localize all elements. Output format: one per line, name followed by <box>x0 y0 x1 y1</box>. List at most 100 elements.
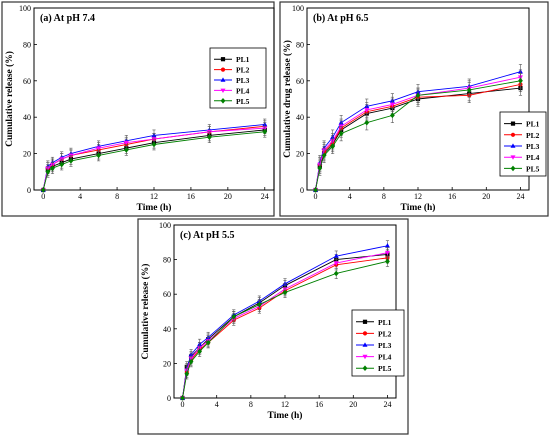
legend-label: PL4 <box>236 86 250 95</box>
y-tick-label: 80 <box>296 40 304 49</box>
x-tick-label: 20 <box>349 400 357 409</box>
x-tick-label: 24 <box>383 400 391 409</box>
data-point <box>317 165 323 171</box>
x-tick-label: 24 <box>516 192 524 201</box>
legend: PL1 PL2 PL3 PL4 PL5 <box>351 309 405 377</box>
legend-label: PL3 <box>236 76 250 85</box>
legend-label: PL2 <box>526 131 540 140</box>
x-axis-title: Time (h) <box>401 202 436 213</box>
data-point <box>333 253 339 258</box>
series-line <box>42 127 265 191</box>
data-point <box>338 130 344 137</box>
x-tick-label: 12 <box>414 192 422 201</box>
data-point <box>333 270 339 277</box>
series-pl5 <box>313 73 523 193</box>
legend-marker <box>220 67 226 72</box>
x-tick-label: 16 <box>448 192 456 201</box>
panel-frame-a <box>1 1 275 217</box>
data-point <box>45 169 51 175</box>
series-line <box>42 124 265 191</box>
legend-label: PL4 <box>526 153 540 162</box>
data-point <box>256 301 262 308</box>
data-point <box>123 140 129 146</box>
legend-label: PL1 <box>526 120 540 129</box>
legend-label: PL1 <box>236 55 250 64</box>
legend-frame <box>351 309 405 377</box>
panel-c: 0 4 8 12 16 20 24 0 20 40 60 80 100 Time (h) Cumulativ… <box>137 218 409 435</box>
panel-title: (a) At pH 7.4 <box>40 13 95 24</box>
series-line <box>315 76 521 191</box>
series-line <box>315 80 521 191</box>
legend-marker <box>362 331 368 336</box>
data-point <box>364 119 370 126</box>
y-axis-title: Cumulative release (%) <box>140 264 151 360</box>
legend-marker <box>510 165 516 172</box>
data-point <box>313 187 318 193</box>
legend-marker <box>220 98 226 104</box>
legend-marker <box>362 342 368 347</box>
x-tick-label: 16 <box>187 192 195 201</box>
legend-marker <box>220 77 226 82</box>
y-tick-label: 20 <box>23 150 31 159</box>
legend-marker <box>510 132 516 137</box>
data-point <box>59 161 65 168</box>
x-tick-label: 8 <box>382 192 386 201</box>
y-tick-label: 40 <box>23 113 31 122</box>
data-point <box>206 134 212 141</box>
data-point <box>197 348 203 355</box>
legend-marker <box>220 57 226 62</box>
y-tick-label: 20 <box>163 359 171 368</box>
legend-marker <box>510 121 516 126</box>
x-axis-title: Time (h) <box>137 202 172 213</box>
data-point <box>96 152 102 159</box>
panel-title: (c) At pH 5.5 <box>180 230 234 241</box>
x-tick-label: 8 <box>115 192 119 201</box>
x-tick-label: 20 <box>482 192 490 201</box>
legend-label: PL1 <box>378 318 392 327</box>
y-tick-label: 100 <box>19 4 31 13</box>
x-tick-label: 16 <box>315 400 323 409</box>
x-tick-label: 12 <box>150 192 158 201</box>
x-tick-label: 8 <box>249 400 253 409</box>
legend-label: PL5 <box>236 97 250 106</box>
data-point <box>282 281 288 286</box>
x-tick-label: 4 <box>348 192 352 201</box>
data-point <box>321 152 327 159</box>
y-tick-label: 60 <box>296 77 304 86</box>
legend-label: PL2 <box>236 66 250 75</box>
legend-label: PL3 <box>526 142 540 151</box>
legend-marker <box>510 155 516 160</box>
y-tick-label: 40 <box>163 325 171 334</box>
y-tick-label: 100 <box>292 4 304 13</box>
series-pl5 <box>180 255 390 401</box>
x-tick-label: 4 <box>215 400 219 409</box>
data-point <box>231 313 237 320</box>
legend-marker <box>220 88 226 93</box>
data-point <box>333 261 339 266</box>
data-point <box>68 158 74 164</box>
series-line <box>182 257 388 399</box>
x-tick-label: 20 <box>224 192 232 201</box>
y-axis-title: Cumulative drug release (%) <box>282 40 293 158</box>
x-tick-label: 0 <box>41 192 45 201</box>
y-tick-label: 80 <box>23 40 31 49</box>
x-axis-title: Time (h) <box>268 410 303 421</box>
data-point <box>282 289 288 296</box>
series-pl5 <box>40 126 268 193</box>
data-point <box>384 250 390 256</box>
data-point <box>205 339 211 346</box>
y-tick-label: 60 <box>163 290 171 299</box>
legend-marker <box>362 319 368 324</box>
data-point <box>184 370 190 377</box>
panel-a: 0 4 8 12 16 20 24 0 20 40 60 80 100 Time (h) Cumulativ… <box>1 1 275 217</box>
y-tick-label: 0 <box>27 186 31 195</box>
data-point <box>330 143 336 150</box>
legend-label: PL3 <box>378 341 392 350</box>
data-point <box>364 108 370 113</box>
data-point <box>466 87 472 93</box>
data-point <box>151 141 157 148</box>
x-tick-label: 12 <box>281 400 289 409</box>
data-point <box>96 146 102 151</box>
legend-label: PL5 <box>378 364 392 373</box>
